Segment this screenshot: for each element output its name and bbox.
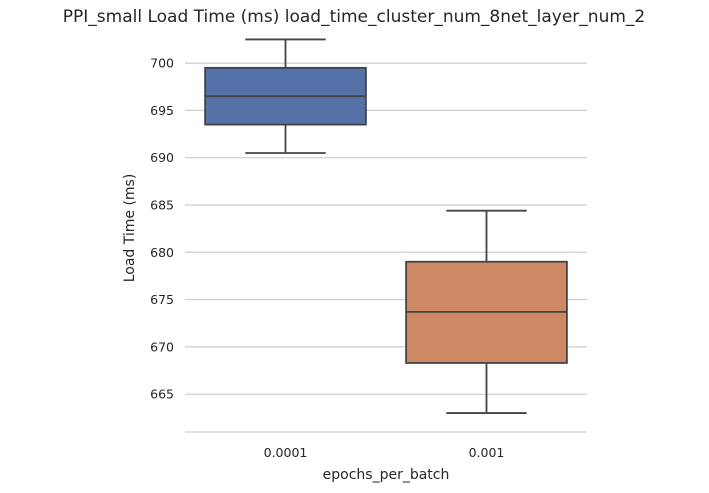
y-tick-label: 690 — [150, 150, 174, 165]
y-tick-labels: 665 670 675 680 685 690 695 700 — [150, 56, 174, 402]
y-tick-label: 700 — [150, 56, 174, 71]
y-tick-label: 680 — [150, 245, 174, 260]
boxes — [204, 38, 568, 414]
x-tick-label: 0.0001 — [264, 445, 308, 460]
y-tick-label: 695 — [150, 103, 174, 118]
x-axis-label: epochs_per_batch — [323, 467, 450, 483]
chart-title: PPI_small Load Time (ms) load_time_clust… — [63, 7, 645, 27]
y-tick-label: 670 — [150, 339, 174, 354]
x-tick-labels: 0.0001 0.001 — [264, 445, 505, 460]
y-tick-label: 665 — [150, 387, 174, 402]
y-axis-label: Load Time (ms) — [122, 174, 138, 283]
x-tick-label: 0.001 — [469, 445, 505, 460]
y-tick-label: 685 — [150, 197, 174, 212]
y-tick-label: 675 — [150, 292, 174, 307]
